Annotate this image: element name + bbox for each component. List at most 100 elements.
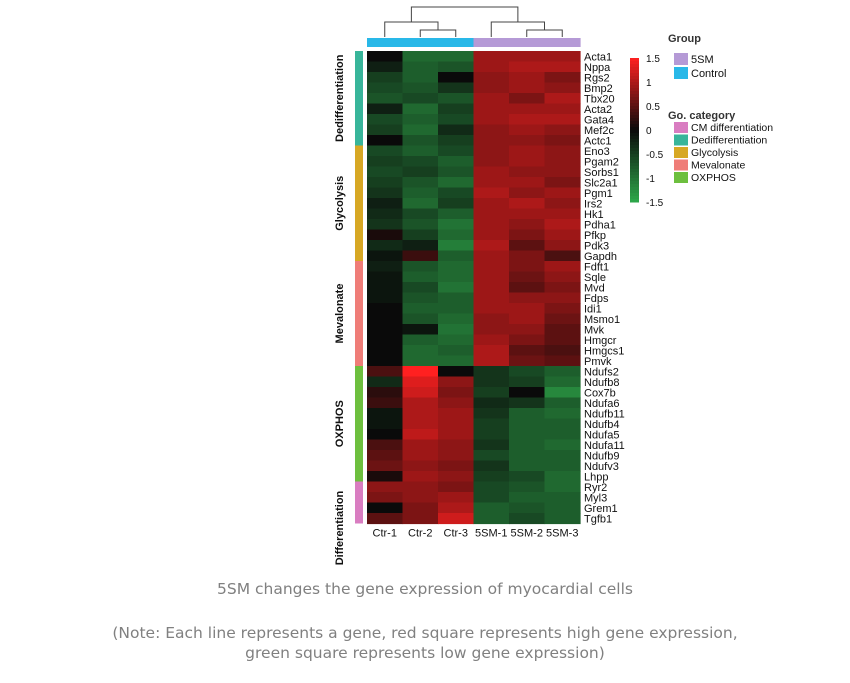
cell-myl3-5sm-1 bbox=[474, 492, 510, 503]
cell-tgfb1-5sm-2 bbox=[509, 513, 545, 524]
colorscale-step bbox=[630, 124, 639, 128]
cell-rgs2-ctr-2 bbox=[403, 72, 439, 83]
cell-ndufb11-5sm-1 bbox=[474, 408, 510, 419]
colorscale-step bbox=[630, 121, 639, 125]
cell-ndufv3-5sm-1 bbox=[474, 461, 510, 472]
cell-actc1-ctr-2 bbox=[403, 135, 439, 146]
cell-gapdh-ctr-1 bbox=[367, 251, 403, 262]
cell-mef2c-ctr-1 bbox=[367, 125, 403, 136]
colorscale-step bbox=[630, 100, 639, 104]
category-bar-dedifferentiation bbox=[355, 51, 363, 146]
figure-note-line-1: (Note: Each line represents a gene, red … bbox=[0, 623, 850, 643]
group-bar-ctr-3 bbox=[438, 38, 474, 47]
cell-gata4-ctr-3 bbox=[438, 114, 474, 125]
colorscale-step bbox=[630, 178, 639, 182]
cell-irs2-5sm-3 bbox=[545, 198, 581, 209]
legend-label-mevalonate: Mevalonate bbox=[691, 160, 745, 172]
cell-sorbs1-ctr-2 bbox=[403, 167, 439, 178]
cell-ndufa5-5sm-1 bbox=[474, 429, 510, 440]
cell-hk1-5sm-2 bbox=[509, 209, 545, 220]
cell-fdft1-5sm-3 bbox=[545, 261, 581, 272]
cell-ndufa11-ctr-3 bbox=[438, 440, 474, 451]
cell-lhpp-5sm-1 bbox=[474, 471, 510, 482]
cell-ndufa11-5sm-3 bbox=[545, 440, 581, 451]
cell-acta1-5sm-1 bbox=[474, 51, 510, 62]
cell-ryr2-ctr-3 bbox=[438, 482, 474, 493]
colorscale-step bbox=[630, 163, 639, 167]
cell-hmgcr-ctr-3 bbox=[438, 335, 474, 346]
cell-fdft1-5sm-2 bbox=[509, 261, 545, 272]
cell-hmgcs1-ctr-2 bbox=[403, 345, 439, 356]
cell-idi1-5sm-1 bbox=[474, 303, 510, 314]
cell-idi1-ctr-2 bbox=[403, 303, 439, 314]
colorscale-step bbox=[630, 190, 639, 194]
colorscale-step bbox=[630, 181, 639, 185]
cell-pgam2-5sm-2 bbox=[509, 156, 545, 167]
group-bar-5sm-1 bbox=[474, 38, 510, 47]
cell-actc1-5sm-1 bbox=[474, 135, 510, 146]
category-bar-glycolysis bbox=[355, 146, 363, 262]
cell-cox7b-ctr-2 bbox=[403, 387, 439, 398]
cell-slc2a1-ctr-3 bbox=[438, 177, 474, 188]
cell-ndufb11-5sm-2 bbox=[509, 408, 545, 419]
cell-rgs2-5sm-3 bbox=[545, 72, 581, 83]
cell-pmvk-5sm-3 bbox=[545, 356, 581, 367]
cell-hmgcr-5sm-1 bbox=[474, 335, 510, 346]
cell-eno3-5sm-1 bbox=[474, 146, 510, 157]
colorscale-step bbox=[630, 91, 639, 95]
colorscale-step bbox=[630, 97, 639, 101]
cell-ndufa6-ctr-1 bbox=[367, 398, 403, 409]
cell-ndufb8-5sm-2 bbox=[509, 377, 545, 388]
colorscale-tick: -0.5 bbox=[646, 150, 664, 161]
colorscale-step bbox=[630, 193, 639, 197]
colorscale-step bbox=[630, 133, 639, 137]
colorscale-step bbox=[630, 112, 639, 116]
cell-ndufb8-5sm-3 bbox=[545, 377, 581, 388]
cell-lhpp-ctr-1 bbox=[367, 471, 403, 482]
cell-nppa-5sm-3 bbox=[545, 62, 581, 73]
cell-rgs2-ctr-1 bbox=[367, 72, 403, 83]
group-bar-5sm-3 bbox=[545, 38, 581, 47]
cell-gapdh-5sm-1 bbox=[474, 251, 510, 262]
cell-mef2c-ctr-3 bbox=[438, 125, 474, 136]
cell-mvd-5sm-2 bbox=[509, 282, 545, 293]
cell-hmgcs1-5sm-2 bbox=[509, 345, 545, 356]
cell-msmo1-5sm-3 bbox=[545, 314, 581, 325]
cell-acta2-5sm-2 bbox=[509, 104, 545, 115]
cell-slc2a1-5sm-3 bbox=[545, 177, 581, 188]
cell-gata4-5sm-1 bbox=[474, 114, 510, 125]
cell-sqle-ctr-2 bbox=[403, 272, 439, 283]
cell-gata4-5sm-2 bbox=[509, 114, 545, 125]
sample-labels: Ctr-1 Ctr-2 Ctr-3 5SM-1 5SM-2 5SM-3 bbox=[373, 528, 579, 540]
cell-grem1-5sm-1 bbox=[474, 503, 510, 514]
figure-caption: 5SM changes the gene expression of myoca… bbox=[0, 580, 850, 598]
dendrogram-root bbox=[411, 7, 518, 22]
cell-ndufa11-5sm-1 bbox=[474, 440, 510, 451]
cell-pdha1-ctr-3 bbox=[438, 219, 474, 230]
cell-mvk-5sm-2 bbox=[509, 324, 545, 335]
cell-idi1-ctr-1 bbox=[367, 303, 403, 314]
colorscale-step bbox=[630, 82, 639, 86]
colorscale-step bbox=[630, 166, 639, 170]
cell-ndufa11-5sm-2 bbox=[509, 440, 545, 451]
cell-mef2c-ctr-2 bbox=[403, 125, 439, 136]
cell-slc2a1-5sm-1 bbox=[474, 177, 510, 188]
cell-myl3-ctr-3 bbox=[438, 492, 474, 503]
cell-ndufv3-ctr-2 bbox=[403, 461, 439, 472]
cell-fdft1-ctr-2 bbox=[403, 261, 439, 272]
cell-nppa-5sm-2 bbox=[509, 62, 545, 73]
cell-acta1-ctr-3 bbox=[438, 51, 474, 62]
cell-ryr2-5sm-3 bbox=[545, 482, 581, 493]
cell-ndufs2-5sm-3 bbox=[545, 366, 581, 377]
cell-ndufb4-5sm-1 bbox=[474, 419, 510, 430]
cell-hmgcr-ctr-2 bbox=[403, 335, 439, 346]
cell-gapdh-5sm-2 bbox=[509, 251, 545, 262]
cell-hk1-5sm-3 bbox=[545, 209, 581, 220]
cell-msmo1-5sm-2 bbox=[509, 314, 545, 325]
cell-sorbs1-ctr-3 bbox=[438, 167, 474, 178]
cell-idi1-5sm-2 bbox=[509, 303, 545, 314]
cell-rgs2-5sm-1 bbox=[474, 72, 510, 83]
cell-nppa-5sm-1 bbox=[474, 62, 510, 73]
cell-nppa-ctr-3 bbox=[438, 62, 474, 73]
cell-ryr2-5sm-1 bbox=[474, 482, 510, 493]
